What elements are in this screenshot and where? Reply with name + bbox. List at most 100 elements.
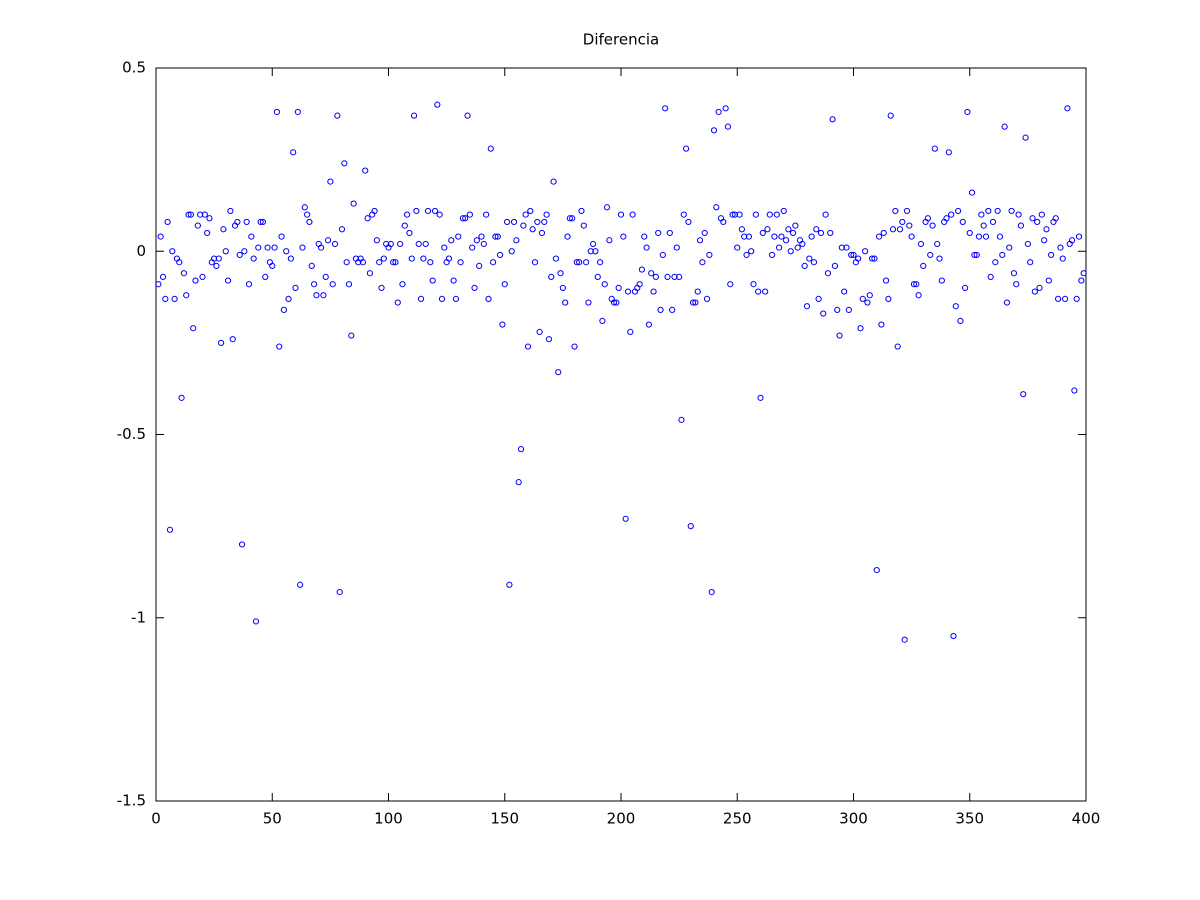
point [982, 233, 990, 240]
point [462, 215, 469, 222]
point [257, 218, 264, 226]
point [401, 222, 408, 229]
point [1006, 244, 1013, 251]
point [583, 259, 590, 266]
point [794, 244, 801, 251]
point [466, 211, 473, 218]
point [517, 446, 525, 453]
point [864, 299, 871, 306]
point [657, 306, 664, 313]
point [889, 226, 897, 233]
point [571, 343, 578, 350]
point [211, 255, 218, 262]
point [676, 273, 683, 281]
point [638, 266, 646, 273]
point [252, 618, 260, 625]
point [885, 295, 892, 302]
point [1008, 207, 1015, 215]
point [506, 581, 513, 588]
point [587, 248, 594, 255]
point [782, 237, 790, 244]
point [236, 251, 243, 259]
point [427, 259, 434, 266]
point [757, 394, 764, 401]
point [838, 244, 845, 251]
point [727, 281, 734, 288]
point [387, 240, 394, 248]
point [824, 270, 832, 277]
point [1003, 299, 1011, 306]
point [452, 295, 460, 302]
point [943, 215, 950, 222]
point [297, 581, 304, 588]
point [366, 270, 373, 277]
point [536, 328, 543, 335]
point [1036, 284, 1043, 291]
point [441, 244, 448, 251]
point [1064, 105, 1071, 112]
point [431, 207, 439, 215]
point [183, 292, 190, 299]
point [566, 215, 573, 222]
point [666, 229, 673, 237]
point [194, 222, 201, 229]
point [748, 248, 755, 255]
point [859, 295, 866, 302]
point [1075, 233, 1083, 240]
point [669, 306, 676, 313]
point [348, 332, 355, 339]
point [817, 229, 825, 237]
point [927, 251, 934, 259]
point [364, 215, 371, 222]
point [773, 211, 780, 218]
point [722, 105, 729, 112]
point [964, 108, 971, 116]
point [822, 211, 829, 218]
point [562, 299, 569, 306]
point [227, 207, 234, 215]
point [750, 281, 757, 288]
point [1020, 391, 1027, 398]
point [238, 541, 246, 548]
y-tick-label: 0.5 [122, 59, 146, 77]
point [436, 211, 443, 218]
point [404, 211, 411, 218]
point [843, 244, 850, 251]
point [550, 178, 557, 185]
point [413, 207, 420, 215]
point [206, 215, 213, 222]
point [620, 233, 627, 240]
point [534, 218, 541, 226]
point [892, 207, 899, 215]
point [283, 248, 290, 255]
point [264, 244, 271, 251]
point [778, 233, 785, 240]
point [176, 259, 183, 266]
point [829, 116, 836, 123]
point [615, 284, 622, 291]
point [934, 240, 941, 248]
point [171, 295, 178, 302]
point [290, 149, 297, 156]
x-tick-label: 100 [374, 810, 403, 828]
point [324, 237, 332, 244]
point [220, 226, 227, 233]
point [627, 328, 634, 335]
point [731, 211, 739, 218]
point [320, 292, 327, 299]
point [362, 167, 369, 174]
point [218, 339, 225, 346]
point [204, 229, 211, 237]
chart-title: Diferencia [583, 31, 659, 49]
point [1055, 295, 1062, 302]
point [201, 211, 208, 218]
point [694, 288, 701, 295]
point [645, 321, 653, 328]
point [271, 244, 278, 251]
point [710, 127, 718, 134]
point [213, 262, 220, 270]
point [734, 244, 741, 251]
point [813, 226, 820, 233]
point [229, 336, 236, 343]
